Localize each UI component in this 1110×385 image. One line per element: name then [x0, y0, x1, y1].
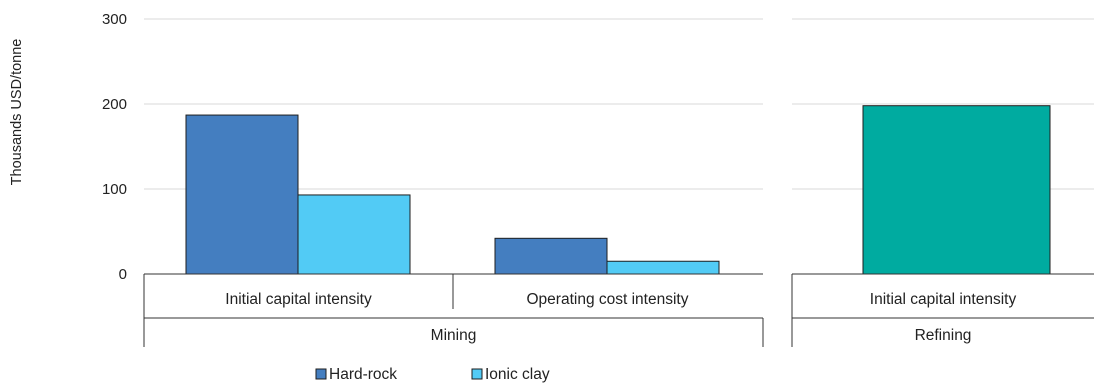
category-axis [143, 273, 1094, 347]
legend: Hard-rock Ionic clay [315, 366, 550, 383]
legend-swatch [471, 368, 483, 380]
legend-label: Hard-rock [329, 366, 397, 383]
category-label: Initial capital intensity [225, 291, 372, 308]
legend-label: Ionic clay [485, 366, 550, 383]
group-label: Mining [431, 327, 477, 344]
bars [185, 105, 1051, 275]
category-label: Initial capital intensity [870, 291, 1017, 308]
y-axis-label: Thousands USD/tonne [9, 39, 25, 186]
bar [494, 237, 608, 275]
category-labels: Initial capital intensity Operating cost … [225, 291, 1016, 344]
gridlines [144, 18, 1094, 190]
legend-swatch [315, 368, 327, 380]
y-tick-label: 0 [119, 266, 127, 283]
y-tick-label: 300 [102, 11, 127, 28]
category-label: Operating cost intensity [527, 291, 689, 308]
bar [297, 194, 411, 275]
bar [185, 114, 299, 275]
y-tick-label: 100 [102, 181, 127, 198]
group-label: Refining [915, 327, 972, 344]
bar [862, 105, 1051, 275]
y-axis-ticks: 0 100 200 300 [102, 11, 127, 283]
bar [606, 260, 720, 275]
y-tick-label: 200 [102, 96, 127, 113]
